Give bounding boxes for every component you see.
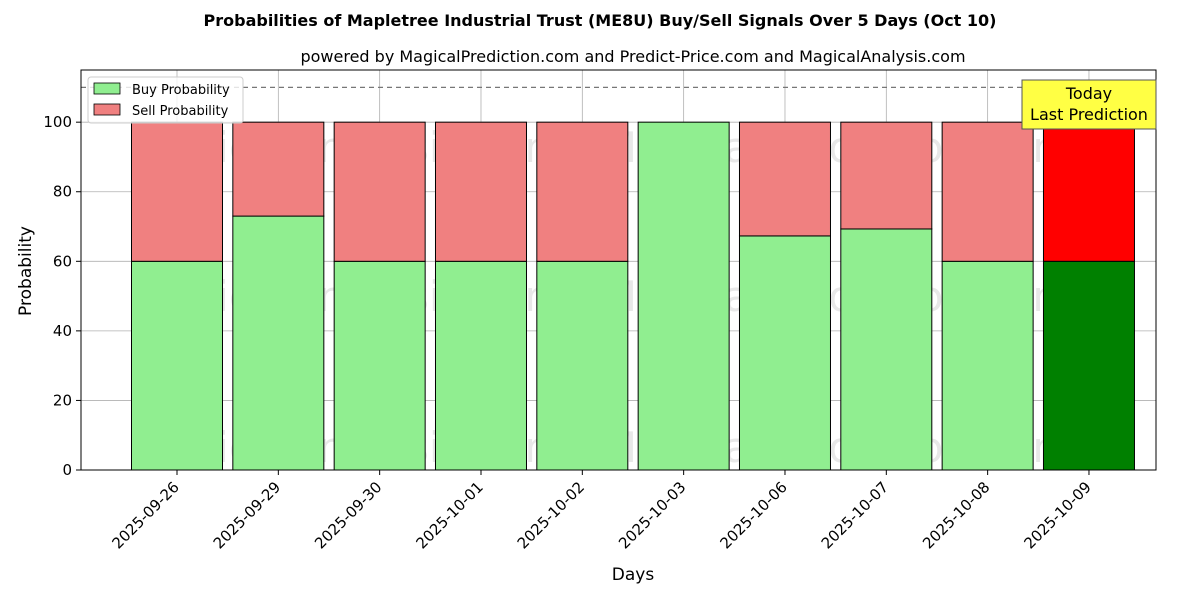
today-annotation: Today Last Prediction [1021, 79, 1157, 130]
plot-frame [80, 69, 1157, 471]
bar-sell [840, 121, 933, 230]
bar-sell [941, 121, 1034, 262]
legend-label-buy: Buy Probability [132, 83, 230, 98]
y-tick-label: 40 [53, 322, 72, 340]
x-tick-label: 2025-09-26 [108, 478, 182, 552]
legend: Buy Probability Sell Probability [87, 76, 244, 124]
bar-sell [536, 121, 629, 262]
y-tick-label: 0 [62, 461, 72, 479]
bar-sell [232, 121, 325, 217]
bar-buy [738, 235, 831, 471]
y-tick-label: 80 [53, 183, 72, 201]
bar-sell [738, 121, 831, 237]
chart-title: Probabilities of Mapletree Industrial Tr… [204, 11, 997, 30]
y-tick-label: 100 [43, 113, 72, 131]
y-axis-label: Probability [16, 226, 36, 316]
x-axis-ticks: 2025-09-26 2025-09-29 2025-09-30 2025-10-01… [108, 470, 1095, 552]
legend-box [87, 76, 244, 124]
bar-buy [840, 228, 933, 471]
legend-swatch-buy [93, 82, 121, 95]
x-tick-label: 2025-09-29 [210, 478, 284, 552]
today-annotation-line2: Last Prediction [1030, 105, 1148, 124]
bar-sell [333, 121, 426, 262]
x-tick-label: 2025-10-01 [412, 478, 486, 552]
bar-buy [333, 260, 426, 471]
bar-buy [941, 260, 1034, 471]
bar-sell [1042, 121, 1135, 262]
bar-sell [131, 121, 223, 262]
x-tick-label: 2025-10-06 [716, 478, 790, 552]
bar-buy [1042, 260, 1135, 471]
chart-subtitle: powered by MagicalPrediction.com and Pre… [300, 47, 965, 66]
bars [131, 121, 1135, 471]
x-tick-label: 2025-10-08 [919, 478, 993, 552]
bar-buy [637, 121, 730, 471]
bar-buy [434, 260, 527, 471]
today-annotation-box [1021, 79, 1157, 130]
y-tick-label: 20 [53, 391, 72, 409]
legend-label-sell: Sell Probability [132, 104, 229, 119]
x-tick-label: 2025-10-07 [818, 478, 892, 552]
x-tick-label: 2025-10-02 [514, 478, 588, 552]
bar-buy [232, 215, 325, 471]
x-tick-label: 2025-10-09 [1020, 478, 1094, 552]
bar-buy [131, 260, 223, 471]
x-tick-label: 2025-09-30 [311, 478, 385, 552]
x-tick-label: 2025-10-03 [615, 478, 689, 552]
y-axis-ticks: 0 20 40 60 80 100 [43, 113, 81, 479]
bar-buy [536, 260, 629, 471]
bar-sell [434, 121, 527, 262]
y-tick-label: 60 [53, 252, 72, 270]
legend-swatch-sell [93, 103, 121, 116]
today-annotation-line1: Today [1065, 84, 1112, 103]
x-axis-label: Days [612, 565, 655, 585]
